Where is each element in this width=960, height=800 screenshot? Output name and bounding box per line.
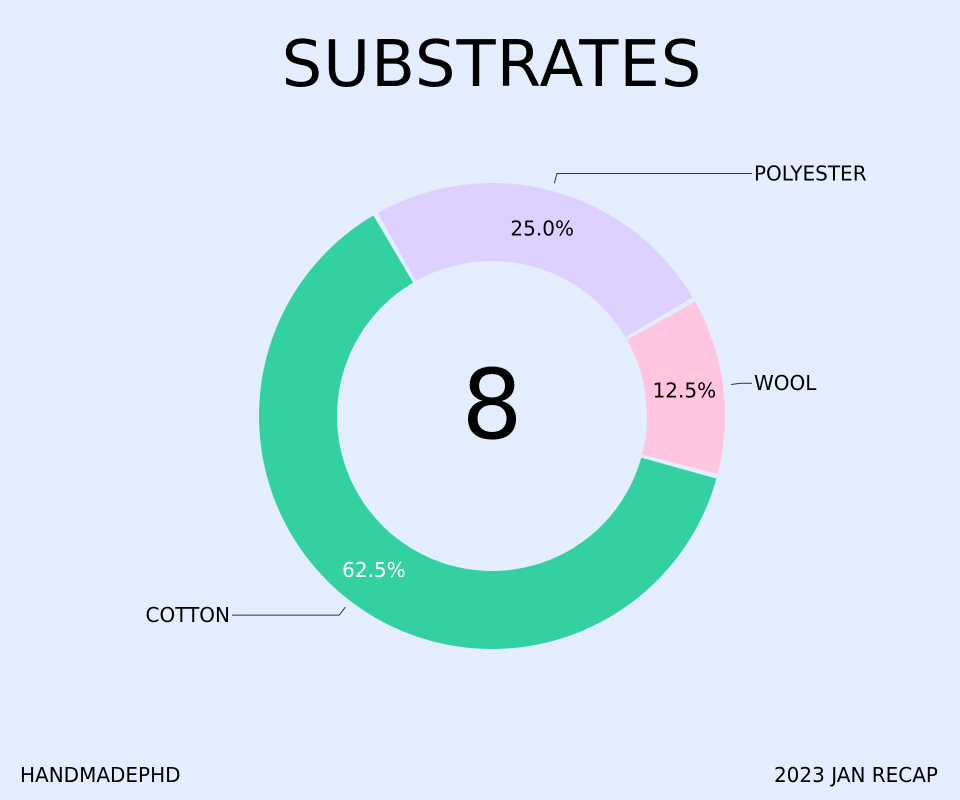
category-label-wool: WOOL bbox=[754, 371, 817, 395]
footer-left-label: HANDMADEPHD bbox=[20, 763, 181, 787]
percent-label-polyester: 25.0% bbox=[510, 217, 574, 241]
labels-group: 62.5% COTTON 12.5% WOOL 25.0% POLYESTER bbox=[146, 162, 867, 628]
slice-polyester bbox=[377, 182, 693, 338]
percent-label-cotton: 62.5% bbox=[342, 558, 406, 582]
leader-line-polyester bbox=[553, 173, 752, 184]
footer-right-label: 2023 JAN RECAP bbox=[774, 763, 938, 787]
chart-title: SUBSTRATES bbox=[282, 28, 703, 102]
center-total-label: 8 bbox=[461, 349, 522, 461]
leader-line-wool bbox=[730, 382, 752, 386]
slice-cotton bbox=[258, 215, 717, 649]
leader-lines-group bbox=[232, 173, 752, 616]
percent-label-wool: 12.5% bbox=[653, 379, 717, 403]
slice-wool bbox=[627, 301, 725, 474]
slices-group bbox=[258, 182, 725, 649]
category-label-cotton: COTTON bbox=[146, 603, 231, 627]
category-label-polyester: POLYESTER bbox=[754, 162, 867, 186]
leader-line-cotton bbox=[232, 606, 346, 616]
